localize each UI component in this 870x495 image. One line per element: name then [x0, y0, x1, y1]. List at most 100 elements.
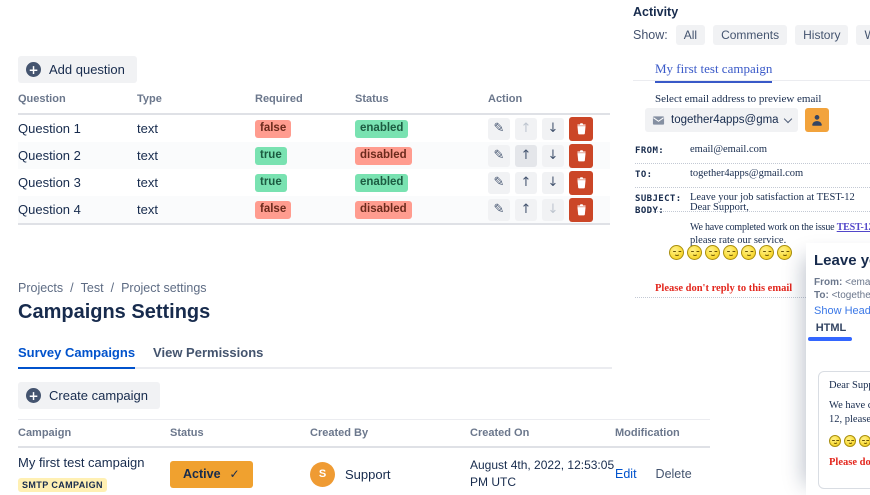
arrow-down-icon: ↓ — [547, 148, 559, 163]
pencil-icon: ✎ — [493, 175, 505, 190]
from-row: FROM: email@email.com — [635, 140, 870, 164]
card-greeting: Dear Support, — [829, 380, 870, 391]
arrow-up-icon: ↑ — [520, 202, 532, 217]
from-value: email@email.com — [690, 144, 768, 155]
trash-icon — [576, 204, 586, 216]
breadcrumb-project-settings[interactable]: Project settings — [121, 281, 207, 295]
rating-emoji-row — [829, 435, 870, 448]
question-name: Question 3 — [18, 175, 81, 190]
arrow-up-icon: ↑ — [520, 121, 532, 136]
email-address-dropdown[interactable]: together4apps@gmail.com — [645, 108, 798, 132]
campaigns-table-header: Campaign Status Created By Created On Mo… — [18, 419, 710, 448]
move-down-button[interactable]: ↓ — [542, 171, 564, 194]
delete-question-button[interactable] — [569, 170, 593, 195]
add-question-label: Add question — [49, 62, 125, 77]
to-row: TO: together4apps@gmail.com — [635, 164, 870, 188]
tab-indicator — [808, 337, 852, 341]
plus-icon: + — [26, 388, 41, 403]
question-type: text — [137, 202, 158, 217]
check-icon: ✓ — [229, 467, 240, 481]
table-row: Question 3 text true enabled ✎ ↑ ↓ — [18, 169, 610, 196]
required-badge: true — [255, 147, 287, 165]
tab-view-permissions[interactable]: View Permissions — [153, 345, 264, 360]
smiley-emoji-icon[interactable] — [777, 245, 792, 260]
col-status: Status — [355, 93, 389, 105]
question-type: text — [137, 121, 158, 136]
move-down-button[interactable]: ↓ — [542, 144, 564, 167]
email-header-fields: FROM: email@email.com TO: together4apps@… — [635, 140, 870, 212]
recipient-user-button[interactable] — [805, 108, 829, 132]
to-value: together4apps@gmail.com — [690, 168, 804, 179]
campaign-preview-tab[interactable]: My first test campaign — [655, 61, 773, 83]
email-body-line1: We have completed work on the issue TEST… — [690, 222, 870, 233]
trash-icon — [576, 123, 586, 135]
subject-row: SUBJECT: Leave your job satisfaction at … — [635, 188, 870, 212]
divider — [633, 80, 870, 81]
smiley-emoji-icon[interactable] — [759, 245, 774, 260]
issue-link[interactable]: TEST-12 — [836, 222, 870, 233]
campaign-status-toggle[interactable]: Active ✓ — [170, 460, 253, 488]
move-up-button[interactable]: ↑ — [515, 198, 537, 221]
from-label: FROM: — [635, 146, 665, 156]
filter-all[interactable]: All — [675, 25, 706, 45]
table-row: My first test campaign SMTP CAMPAIGN Act… — [18, 448, 710, 495]
add-question-button[interactable]: + Add question — [18, 56, 137, 83]
smiley-emoji-icon[interactable] — [723, 245, 738, 260]
smiley-emoji-icon[interactable] — [844, 435, 856, 448]
move-up-button: ↑ — [515, 117, 537, 140]
edit-question-button[interactable]: ✎ — [488, 117, 510, 140]
pencil-icon: ✎ — [493, 202, 505, 217]
col-campaign: Campaign — [18, 427, 72, 439]
move-up-button[interactable]: ↑ — [515, 144, 537, 167]
status-label: Active — [183, 467, 221, 481]
delete-question-button[interactable] — [569, 197, 593, 222]
body-text: We have completed work on the issue — [690, 222, 837, 233]
smiley-emoji-icon[interactable] — [705, 245, 720, 260]
edit-question-button[interactable]: ✎ — [488, 171, 510, 194]
tab-survey-campaigns[interactable]: Survey Campaigns — [18, 345, 136, 369]
edit-campaign-link[interactable]: Edit — [615, 467, 637, 481]
filter-work-log[interactable]: Work log — [856, 25, 870, 45]
delete-campaign-link[interactable]: Delete — [655, 467, 692, 481]
smiley-emoji-icon[interactable] — [687, 245, 702, 260]
delete-question-button[interactable] — [569, 116, 593, 141]
card-no-reply-warning: Please don't reply to this email — [829, 457, 870, 469]
tab-html[interactable]: HTML — [815, 322, 847, 334]
page-title: Campaigns Settings — [18, 301, 211, 323]
edit-question-button[interactable]: ✎ — [488, 144, 510, 167]
select-email-label: Select email address to preview email — [655, 93, 822, 105]
campaign-name: My first test campaign — [18, 455, 145, 470]
trash-icon — [576, 150, 586, 162]
rating-emoji-row — [669, 245, 792, 260]
move-up-button[interactable]: ↑ — [515, 171, 537, 194]
delete-question-button[interactable] — [569, 143, 593, 168]
col-type: Type — [137, 93, 162, 105]
arrow-down-icon: ↓ — [547, 202, 559, 217]
pencil-icon: ✎ — [493, 148, 505, 163]
question-name: Question 4 — [18, 202, 81, 217]
smiley-emoji-icon[interactable] — [741, 245, 756, 260]
move-down-button[interactable]: ↓ — [542, 117, 564, 140]
arrow-up-icon: ↑ — [520, 148, 532, 163]
modal-meta: From: <email@email.com> To: <together4ap… — [814, 276, 870, 302]
edit-question-button[interactable]: ✎ — [488, 198, 510, 221]
smiley-emoji-icon[interactable] — [859, 435, 870, 448]
col-created-by: Created By — [310, 427, 369, 439]
show-headers-link[interactable]: Show Headers — [814, 305, 870, 317]
breadcrumb-projects[interactable]: Projects — [18, 281, 64, 295]
create-campaign-button[interactable]: + Create campaign — [18, 382, 160, 409]
email-preview-modal: Leave your job satisfaction at TEST-12 F… — [806, 243, 870, 495]
smiley-emoji-icon[interactable] — [829, 435, 841, 448]
arrow-down-icon: ↓ — [547, 175, 559, 190]
smiley-emoji-icon[interactable] — [669, 245, 684, 260]
modal-to-label: To: — [814, 290, 829, 301]
modal-title: Leave your job satisfaction at TEST-12 — [814, 252, 870, 269]
plus-icon: + — [26, 62, 41, 77]
filter-comments[interactable]: Comments — [713, 25, 788, 45]
breadcrumb-test[interactable]: Test — [80, 281, 104, 295]
col-created-on: Created On — [470, 427, 530, 439]
arrow-down-icon: ↓ — [547, 121, 559, 136]
body-label: BODY: — [635, 206, 665, 216]
required-badge: true — [255, 174, 287, 192]
filter-history[interactable]: History — [795, 25, 849, 45]
